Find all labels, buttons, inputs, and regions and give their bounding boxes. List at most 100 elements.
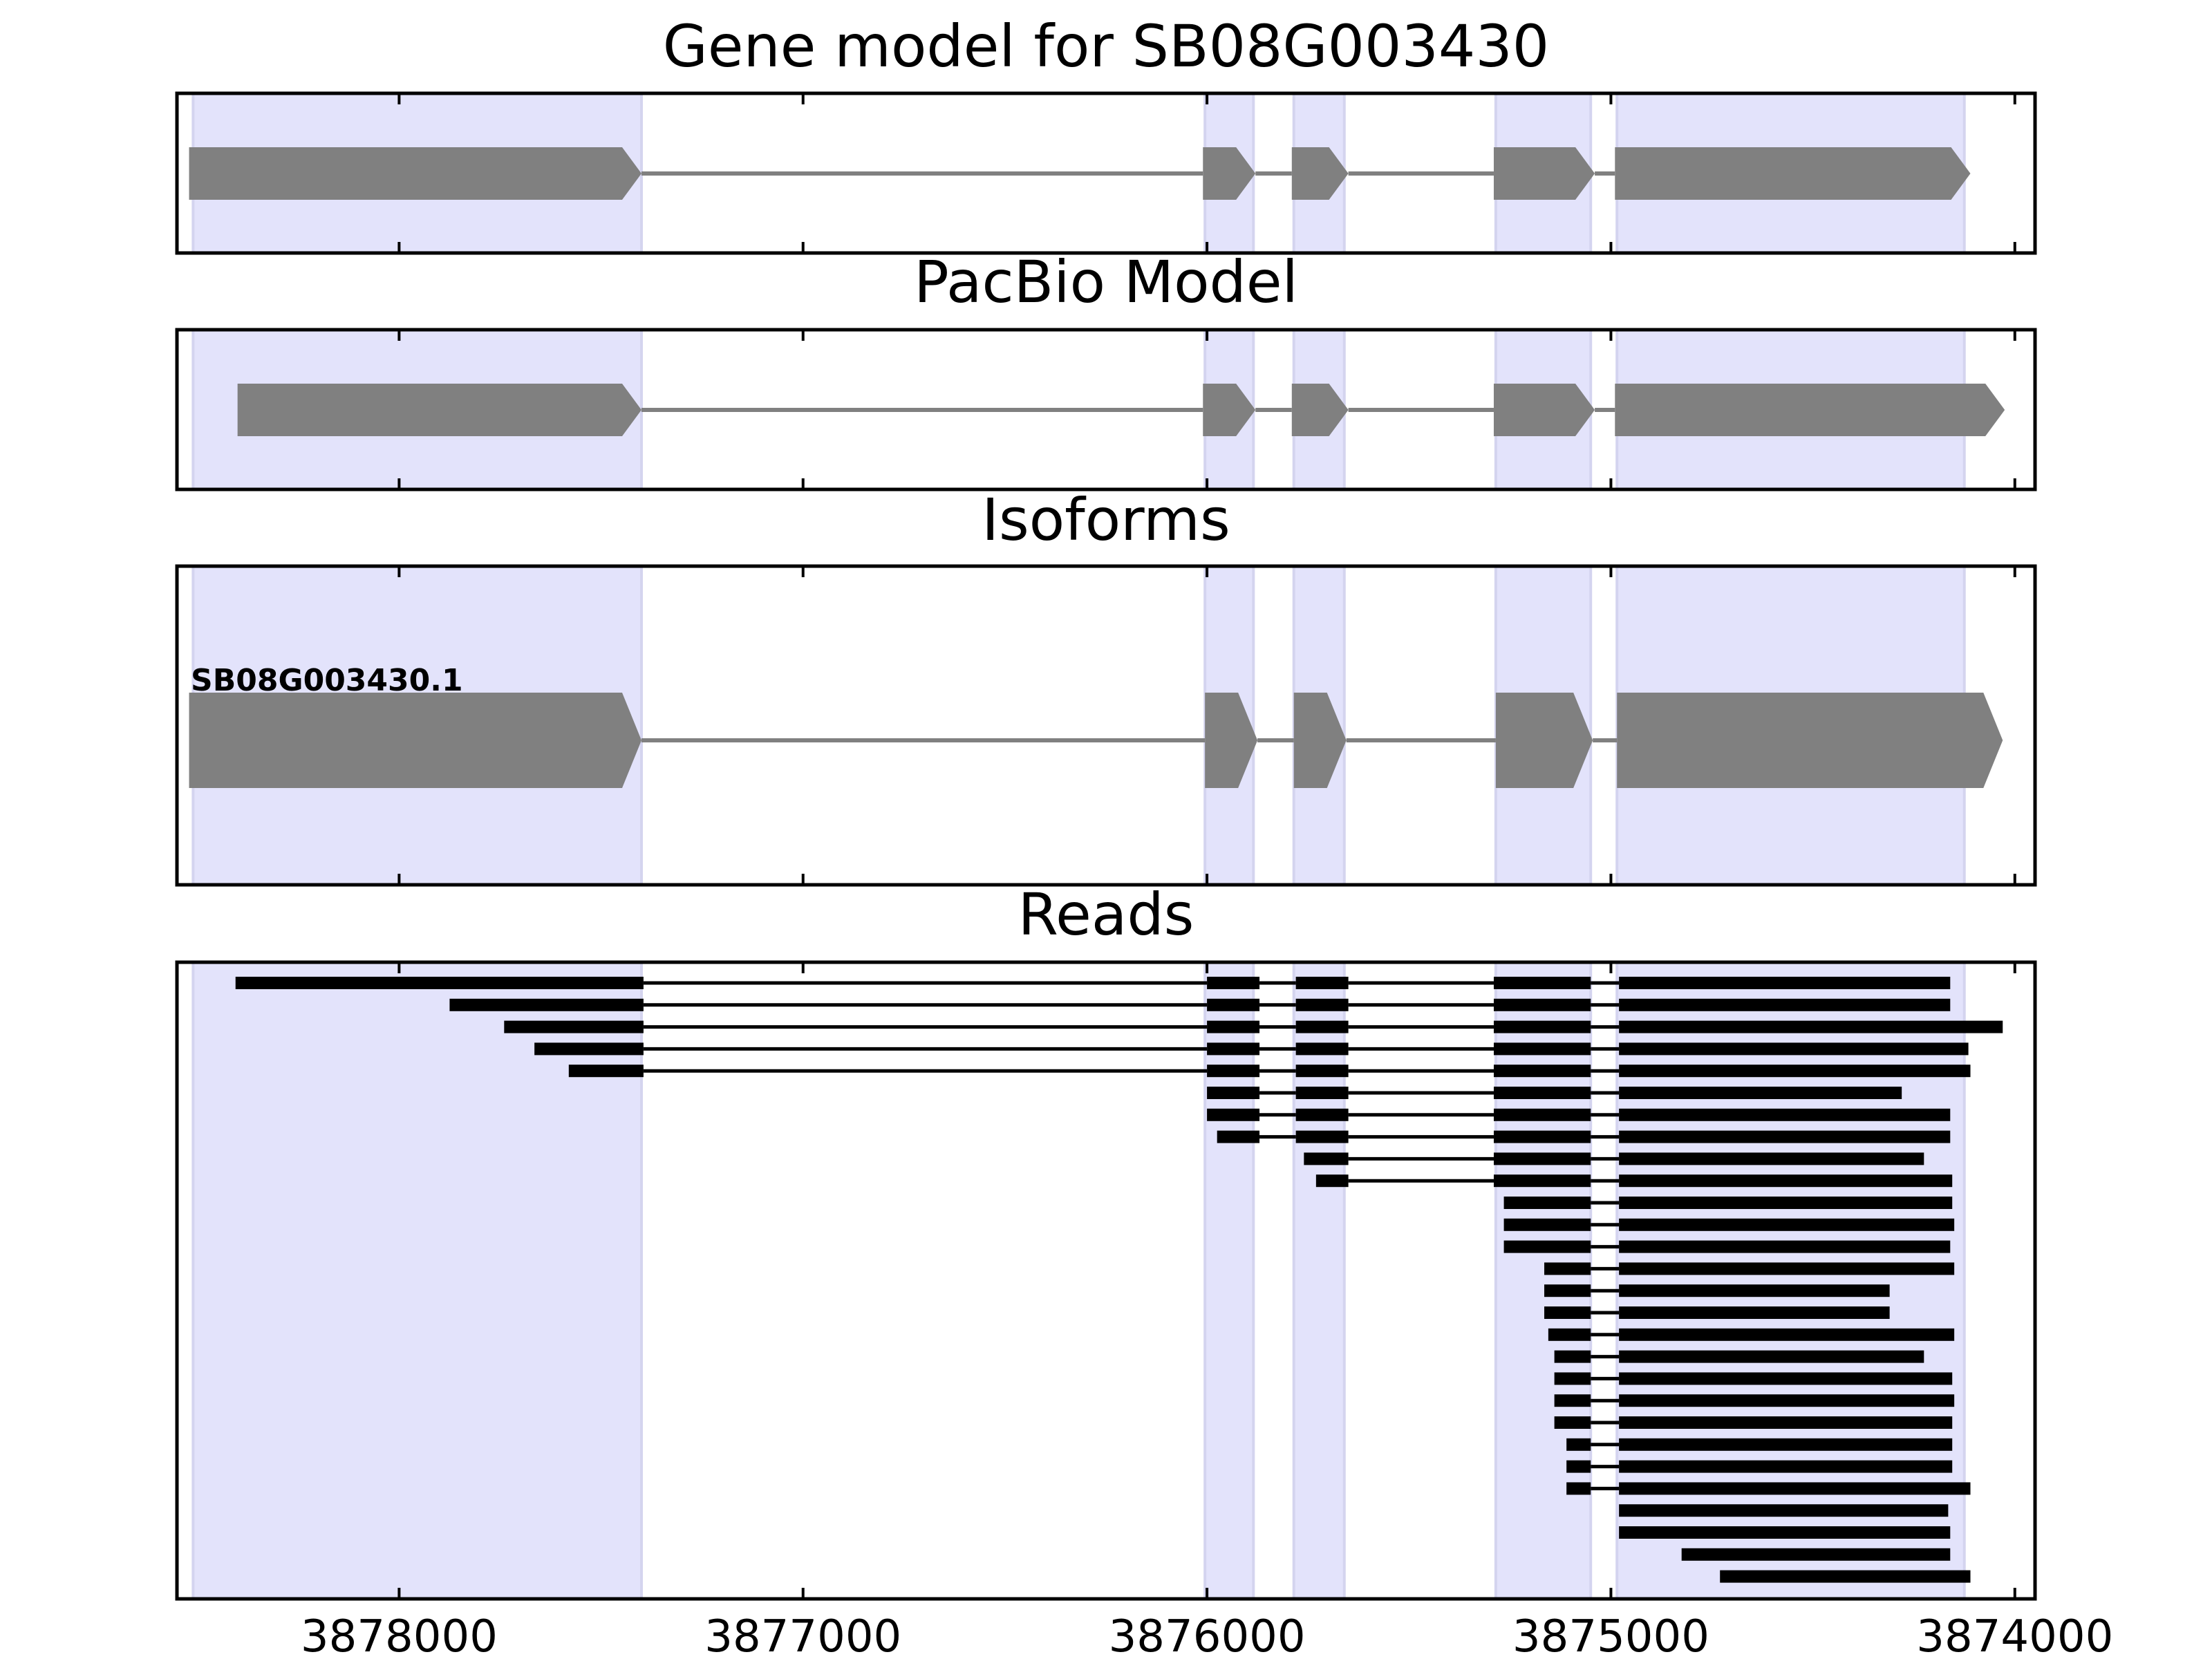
panel-gene-1: PacBio Model xyxy=(175,248,2037,491)
panel-title: PacBio Model xyxy=(914,248,1298,316)
read-block xyxy=(1544,1262,1591,1275)
isoform-label: SB08G003430.1 xyxy=(191,663,463,698)
read-6 xyxy=(1207,1108,1951,1121)
highlight-region-3 xyxy=(1494,961,1593,1600)
panel-gene-0: Gene model for SB08G003430 xyxy=(175,12,2037,255)
panel-isoforms-2: Isoforms SB08G003430.1 xyxy=(175,486,2037,887)
read-3 xyxy=(534,1042,1969,1056)
read-block xyxy=(1295,1042,1349,1056)
exon-3 xyxy=(1495,693,1593,788)
read-27 xyxy=(1720,1570,1971,1583)
read-block xyxy=(1295,977,1349,989)
read-1 xyxy=(449,998,1951,1011)
exon-1 xyxy=(1203,147,1256,200)
exon-1 xyxy=(1205,693,1258,788)
read-block xyxy=(1720,1570,1971,1583)
read-14 xyxy=(1544,1284,1890,1297)
read-block xyxy=(1503,1197,1591,1209)
read-block xyxy=(1493,1174,1591,1188)
read-block xyxy=(1544,1284,1591,1297)
read-block xyxy=(1295,1020,1349,1033)
panel-reads-3: Reads 3878000 3877000 3876000 3875000 3874000 xyxy=(175,881,2113,1659)
read-10 xyxy=(1503,1197,1953,1209)
transcript-0 xyxy=(237,384,2005,436)
read-block xyxy=(235,977,644,989)
exon-0 xyxy=(237,384,641,436)
read-block xyxy=(1619,1240,1951,1253)
read-block xyxy=(1681,1548,1951,1561)
read-block xyxy=(1566,1438,1591,1451)
panel-frame xyxy=(175,328,2037,491)
highlight-region-2 xyxy=(1292,961,1346,1600)
read-block xyxy=(1619,1504,1949,1517)
read-4 xyxy=(568,1065,1971,1078)
read-block xyxy=(1554,1394,1591,1407)
x-tick-label: 3876000 xyxy=(1109,1611,1306,1659)
read-block xyxy=(568,1065,644,1078)
read-block xyxy=(1619,977,1951,989)
read-block xyxy=(1619,1372,1953,1385)
exon-4 xyxy=(1617,693,2003,788)
read-22 xyxy=(1566,1460,1953,1473)
read-block xyxy=(1619,1438,1953,1451)
read-2 xyxy=(504,1020,2003,1033)
transcript-0 xyxy=(189,147,1971,200)
read-block xyxy=(534,1042,644,1056)
panel-title: Isoforms xyxy=(982,486,1230,554)
read-18 xyxy=(1554,1372,1953,1385)
read-block xyxy=(1207,1108,1260,1121)
read-block xyxy=(1304,1152,1349,1165)
x-tick-label: 3875000 xyxy=(1512,1611,1709,1659)
read-block xyxy=(1619,1174,1953,1188)
read-block xyxy=(1493,1152,1591,1165)
read-block xyxy=(1493,1020,1591,1033)
read-block xyxy=(1619,1020,2003,1033)
read-13 xyxy=(1544,1262,1955,1275)
read-block xyxy=(1554,1416,1591,1429)
read-block xyxy=(1619,1328,1955,1341)
read-8 xyxy=(1304,1152,1924,1165)
read-block xyxy=(1619,1108,1951,1121)
read-block xyxy=(449,998,644,1011)
read-block xyxy=(1619,1130,1951,1143)
read-block xyxy=(1315,1174,1349,1188)
read-block xyxy=(1619,998,1951,1011)
read-block xyxy=(1619,1306,1890,1319)
exon-0 xyxy=(189,693,642,788)
read-block xyxy=(1619,1526,1951,1539)
x-tick-label: 3877000 xyxy=(704,1611,901,1659)
read-block xyxy=(1619,1262,1955,1275)
read-block xyxy=(1493,1130,1591,1143)
read-block xyxy=(1619,1460,1953,1473)
panel-frame xyxy=(175,91,2037,255)
read-21 xyxy=(1566,1438,1953,1451)
read-block xyxy=(1544,1306,1591,1319)
panel-title: Reads xyxy=(1018,881,1194,948)
read-block xyxy=(504,1020,644,1033)
read-block xyxy=(1554,1372,1591,1385)
read-block xyxy=(1493,977,1591,989)
read-0 xyxy=(235,977,1951,989)
read-block xyxy=(1619,1065,1971,1078)
exon-2 xyxy=(1291,384,1349,436)
read-block xyxy=(1619,1350,1924,1363)
exon-2 xyxy=(1291,147,1349,200)
read-block xyxy=(1566,1482,1591,1495)
read-block xyxy=(1554,1350,1591,1363)
read-block xyxy=(1619,1087,1902,1099)
read-block xyxy=(1207,1020,1260,1033)
read-5 xyxy=(1207,1087,1902,1099)
read-17 xyxy=(1554,1350,1924,1363)
read-15 xyxy=(1544,1306,1890,1319)
x-tick-label: 3878000 xyxy=(301,1611,498,1659)
read-block xyxy=(1217,1130,1260,1143)
read-block xyxy=(1493,1087,1591,1099)
panel-frame xyxy=(175,564,2037,887)
read-block xyxy=(1207,1042,1260,1056)
read-16 xyxy=(1548,1328,1955,1341)
read-block xyxy=(1619,1482,1971,1495)
exon-3 xyxy=(1493,384,1595,436)
read-block xyxy=(1619,1394,1955,1407)
exon-1 xyxy=(1203,384,1256,436)
